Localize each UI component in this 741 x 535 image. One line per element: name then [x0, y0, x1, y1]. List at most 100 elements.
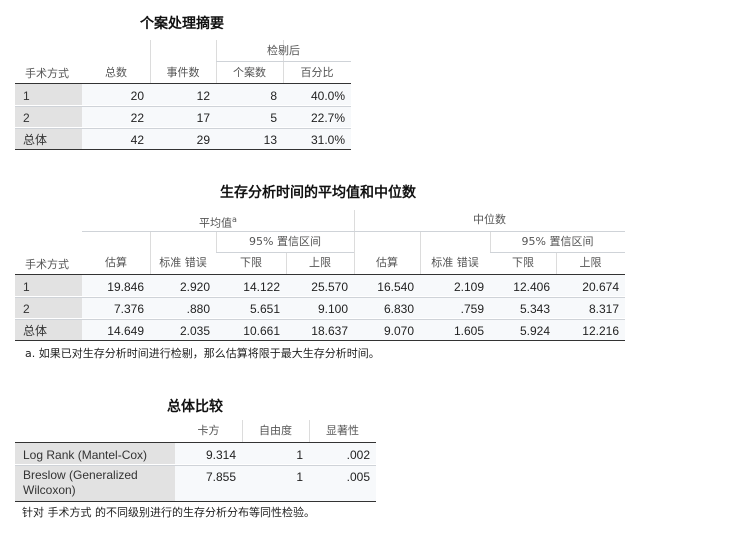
column-divider	[490, 231, 491, 252]
column-header: 百分比	[300, 66, 334, 79]
table-cell: 5	[216, 106, 283, 127]
table-cell: 9.100	[286, 297, 354, 318]
table-cell: 25.570	[286, 275, 354, 296]
table-cell: 7.376	[82, 297, 150, 318]
table-cell: 42	[82, 128, 150, 149]
table-cell: 12.216	[556, 319, 625, 340]
table-rule	[15, 501, 376, 502]
table-rule	[15, 83, 351, 84]
column-header: 估算	[105, 256, 127, 269]
footnote: a. 如果已对生存分析时间进行检剔，那么估算将限于最大生存分析时间。	[25, 347, 380, 360]
row-label: 1	[15, 275, 82, 296]
mean-header: 平均值a	[82, 213, 354, 230]
table-cell: 17	[150, 106, 216, 127]
column-header: 标准 错误	[159, 256, 207, 269]
row-label: 总体	[15, 319, 82, 340]
column-divider	[556, 252, 557, 274]
table-cell: 22	[82, 106, 150, 127]
table-cell: 1	[242, 465, 309, 501]
column-header: 事件数	[166, 66, 200, 79]
table-title: 个案处理摘要	[140, 16, 224, 32]
table-cell: 14.649	[82, 319, 150, 340]
table-title: 总体比较	[167, 399, 223, 415]
column-header: 手术方式	[25, 258, 69, 271]
column-header: 估算	[376, 256, 398, 269]
column-divider	[354, 210, 355, 274]
column-divider	[309, 420, 310, 442]
row-divider	[15, 297, 625, 298]
column-divider	[420, 231, 421, 274]
table-cell: 16.540	[354, 275, 420, 296]
mean-label: 平均值	[199, 216, 233, 230]
table-cell: 22.7%	[283, 106, 351, 127]
column-divider	[216, 231, 217, 252]
median-header: 中位数	[473, 213, 506, 226]
table-cell: 7.855	[175, 465, 242, 501]
table-cell: 1.605	[420, 319, 490, 340]
row-label: 2	[15, 297, 82, 318]
row-divider	[15, 465, 376, 466]
table-cell: 19.846	[82, 275, 150, 296]
table-rule	[15, 274, 625, 275]
column-divider	[286, 252, 287, 274]
table-cell: 10.661	[216, 319, 286, 340]
row-divider	[15, 128, 351, 129]
table-cell: 18.637	[286, 319, 354, 340]
table-cell: 31.0%	[283, 128, 351, 149]
table-cell: .002	[309, 443, 376, 464]
column-header: 显著性	[326, 424, 359, 437]
table-cell: 2.920	[150, 275, 216, 296]
column-header: 总数	[105, 66, 127, 79]
table-cell: .759	[420, 297, 490, 318]
table-cell: 13	[216, 128, 283, 149]
row-label: Log Rank (Mantel-Cox)	[15, 443, 175, 464]
table-cell: 8.317	[556, 297, 625, 318]
table-cell: 6.830	[354, 297, 420, 318]
table-cell: 2.035	[150, 319, 216, 340]
column-group-header: 检剔后	[267, 44, 300, 57]
row-divider	[216, 61, 351, 62]
row-divider	[216, 252, 354, 253]
table-cell: 5.651	[216, 297, 286, 318]
column-header: 上限	[309, 256, 331, 269]
table-cell: 40.0%	[283, 84, 351, 105]
table-cell: 2.109	[420, 275, 490, 296]
row-divider	[490, 252, 625, 253]
row-label: Breslow (Generalized Wilcoxon)	[15, 465, 175, 501]
table-cell: 8	[216, 84, 283, 105]
footnote-marker: a	[232, 215, 237, 224]
table-cell: 29	[150, 128, 216, 149]
row-divider	[82, 231, 625, 232]
table-cell: 9.070	[354, 319, 420, 340]
row-divider	[15, 319, 625, 320]
column-header: 自由度	[259, 424, 292, 437]
table-cell: 12.406	[490, 275, 556, 296]
table-cell: 5.924	[490, 319, 556, 340]
column-divider	[150, 40, 151, 83]
table-cell: 5.343	[490, 297, 556, 318]
column-header: 卡方	[197, 424, 220, 437]
column-header: 上限	[579, 256, 602, 269]
column-divider	[242, 420, 243, 442]
column-header: 标准 错误	[431, 256, 479, 269]
ci-header: 95% 置信区间	[521, 235, 594, 248]
table-cell: 20.674	[556, 275, 625, 296]
row-label: 2	[15, 106, 82, 127]
footnote: 针对 手术方式 的不同级别进行的生存分析分布等同性检验。	[22, 506, 315, 519]
table-rule	[15, 340, 625, 341]
table-cell: 1	[242, 443, 309, 464]
column-header: 个案数	[233, 66, 266, 79]
table-cell: 14.122	[216, 275, 286, 296]
table-rule	[15, 442, 376, 443]
column-divider	[150, 231, 151, 274]
table-cell: 20	[82, 84, 150, 105]
ci-header: 95% 置信区间	[249, 235, 321, 248]
table-rule	[15, 149, 351, 150]
column-header: 下限	[240, 256, 262, 269]
table-cell: .005	[309, 465, 376, 501]
row-label: 总体	[15, 128, 82, 149]
table-cell: 12	[150, 84, 216, 105]
table-cell: 9.314	[175, 443, 242, 464]
column-header: 手术方式	[25, 67, 69, 80]
row-label: 1	[15, 84, 82, 105]
